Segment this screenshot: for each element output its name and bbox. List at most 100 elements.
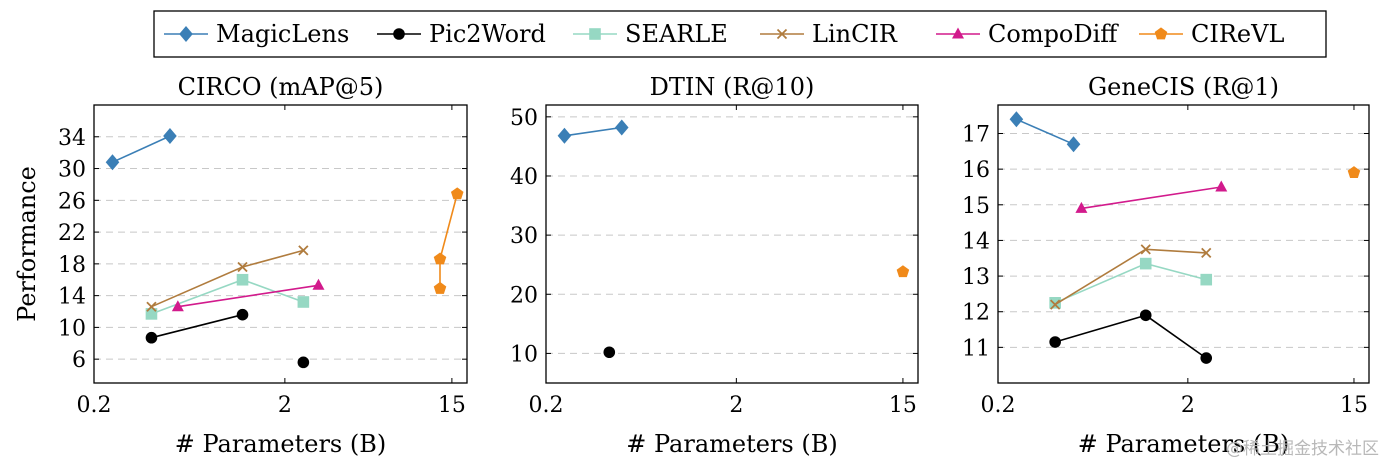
y-axis-label: Performance	[13, 166, 41, 322]
x-tick-label: 15	[438, 393, 466, 418]
series-line	[1054, 248, 1207, 306]
y-tick-label: 13	[962, 265, 990, 290]
legend-label: SEARLE	[625, 20, 728, 48]
series-magiclens	[105, 127, 177, 171]
x-tick-label: 0.2	[77, 393, 112, 418]
series-line	[1081, 186, 1222, 210]
data-point	[1215, 180, 1228, 192]
data-point	[1049, 336, 1061, 348]
y-tick-label: 14	[962, 229, 990, 254]
chart-title: DTIN (R@10)	[650, 73, 815, 101]
series-line	[177, 284, 319, 308]
y-tick-label: 14	[58, 285, 86, 310]
data-point	[1049, 297, 1061, 309]
legend-item-magiclens: MagicLens	[164, 20, 349, 48]
series-line	[151, 249, 304, 308]
data-point	[171, 300, 184, 312]
series-searle	[1049, 257, 1213, 309]
legend-item-lincir: LinCIR	[760, 20, 898, 48]
y-tick-label: 50	[510, 106, 538, 131]
data-point	[603, 346, 616, 359]
series-compodiff	[171, 278, 325, 312]
x-axis-label: # Parameters (B)	[626, 430, 838, 458]
data-point	[146, 301, 157, 312]
chart-title: CIRCO (mAP@5)	[178, 73, 384, 101]
y-tick-label: 10	[510, 342, 538, 367]
y-tick-label: 16	[962, 158, 990, 183]
series-pic2word	[297, 356, 310, 369]
legend-label: Pic2Word	[429, 20, 546, 48]
plot-frame	[545, 104, 919, 384]
data-point	[145, 331, 158, 344]
series-lincir	[146, 245, 309, 312]
x-axis-label: # Parameters (B)	[175, 430, 387, 458]
x-tick-label: 2	[278, 393, 292, 418]
plot-frame	[997, 104, 1370, 384]
legend-label: MagicLens	[216, 20, 349, 48]
data-point	[450, 187, 464, 200]
y-tick-label: 26	[58, 189, 86, 214]
x-tick-label: 15	[889, 393, 917, 418]
data-point	[1200, 273, 1213, 286]
y-tick-label: 18	[58, 253, 86, 278]
y-tick-label: 10	[58, 316, 86, 341]
legend-marker-circle	[393, 28, 405, 40]
series-pic2word	[1049, 309, 1213, 364]
series-line	[1016, 118, 1074, 145]
legend-marker-triangle	[952, 27, 964, 39]
data-point	[312, 278, 325, 290]
y-tick-label: 30	[58, 158, 86, 183]
data-point	[1139, 257, 1152, 270]
y-tick-label: 17	[962, 123, 990, 148]
legend-item-cirevl: CIReVL	[1139, 20, 1284, 48]
series-magiclens	[1009, 111, 1081, 153]
data-point	[1009, 111, 1024, 128]
y-tick-label: 6	[72, 348, 86, 373]
y-tick-label: 22	[58, 221, 86, 246]
series-line	[1054, 314, 1207, 359]
legend-label: CIReVL	[1191, 20, 1284, 48]
watermark-text: @稀土掘金技术社区	[1226, 439, 1379, 459]
legend-marker-diamond	[179, 26, 193, 42]
series-lincir	[1050, 244, 1212, 310]
data-point	[433, 252, 447, 265]
panel-circo: CIRCO (mAP@5) 6 10 14 18 22 26 30 34 0.2 2 15 # Para…	[13, 73, 468, 458]
series-pic2word	[603, 346, 616, 359]
data-point	[1201, 247, 1212, 259]
x-tick-label: 2	[1181, 393, 1195, 418]
series-pic2word	[145, 308, 249, 344]
data-point	[1050, 299, 1061, 310]
data-point	[163, 127, 177, 144]
panel-dtin: DTIN (R@10) 10 20 30 40 50 0.2 2 15 # Parameters …	[510, 73, 919, 458]
plot-frame	[93, 104, 468, 384]
legend-label: LinCIR	[812, 20, 898, 48]
data-point	[1139, 309, 1152, 322]
data-point	[1347, 166, 1361, 179]
legend-item-searle: SEARLE	[573, 20, 728, 48]
legend-box	[153, 10, 1327, 58]
y-tick-label: 30	[510, 224, 538, 249]
y-tick-label: 34	[58, 126, 86, 151]
data-point	[433, 281, 447, 294]
data-point	[237, 261, 248, 273]
series-line	[439, 193, 458, 289]
chart-title: GeneCIS (R@1)	[1088, 73, 1279, 101]
series-cirevl	[1347, 166, 1361, 179]
data-point	[896, 265, 910, 278]
data-point	[1140, 244, 1151, 255]
series-searle	[145, 273, 310, 320]
legend-marker-square	[589, 28, 601, 40]
x-axis-label: # Parameters (B)	[1078, 430, 1290, 458]
legend-item-compodiff: CompoDiff	[936, 20, 1119, 48]
y-tick-label: 40	[510, 165, 538, 190]
data-point	[614, 119, 629, 136]
x-tick-label: 2	[729, 393, 743, 418]
legend-marker-pentagon	[1154, 27, 1168, 40]
y-tick-label: 12	[962, 301, 990, 326]
data-point	[298, 245, 309, 256]
series-line	[151, 313, 243, 339]
x-tick-label: 0.2	[529, 393, 564, 418]
series-cirevl	[896, 265, 910, 278]
data-point	[145, 308, 158, 320]
